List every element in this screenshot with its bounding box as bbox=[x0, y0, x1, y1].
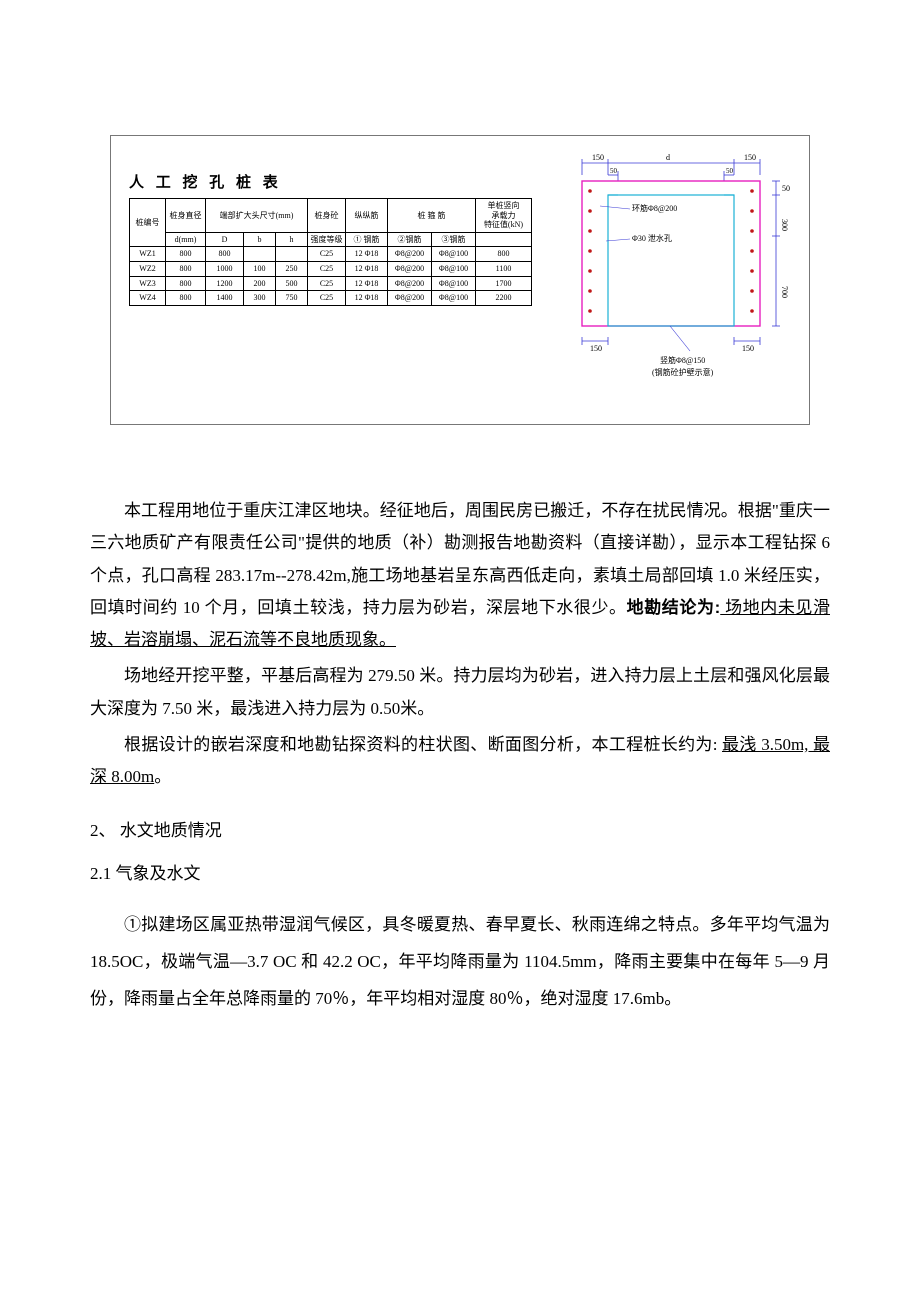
dim-label: 50 bbox=[610, 167, 618, 175]
dim-label: d bbox=[666, 153, 670, 162]
dim-label: 150 bbox=[744, 153, 756, 162]
dim-label: 150 bbox=[590, 344, 602, 353]
th-rebar: 纵纵筋 bbox=[346, 199, 388, 233]
th-h: h bbox=[276, 232, 308, 247]
th-b: b bbox=[244, 232, 276, 247]
paragraph-4: ①拟建场区属亚热带湿润气候区，具冬暖夏热、春早夏长、秋雨连绵之特点。多年平均气温… bbox=[90, 906, 830, 1018]
th-conc: 桩身砼 bbox=[308, 199, 346, 233]
pile-figure: 人 工 挖 孔 桩 表 桩编号 桩身直径 端部扩大头尺寸(mm) 桩身砼 纵纵筋 bbox=[110, 135, 810, 425]
th-enl: 端部扩大头尺寸(mm) bbox=[206, 199, 308, 233]
diagram-column: 150 d 150 50 50 bbox=[560, 171, 797, 414]
th-d-unit: d(mm) bbox=[166, 232, 206, 247]
th-d: 桩身直径 bbox=[166, 199, 206, 233]
th-rebar-sub: ① 钢筋 bbox=[346, 232, 388, 247]
dim-label: 300 bbox=[780, 219, 789, 231]
pile-table: 桩编号 桩身直径 端部扩大头尺寸(mm) 桩身砼 纵纵筋 桩 箍 筋 单桩竖向 … bbox=[129, 198, 532, 306]
dim-label: 700 bbox=[780, 286, 789, 298]
th-cap: 单桩竖向 承载力 特征值(kN) bbox=[476, 199, 532, 233]
table-row: WZ38001200200500C2512 Φ18Φ8@200Φ8@100170… bbox=[130, 276, 532, 291]
body-text: 本工程用地位于重庆江津区地块。经征地后，周围民房已搬迁，不存在扰民情况。根据"重… bbox=[90, 495, 830, 1018]
th-no: 桩编号 bbox=[130, 199, 166, 247]
table-row: WZ48001400300750C2512 Φ18Φ8@200Φ8@100220… bbox=[130, 291, 532, 306]
table-row: WZ1800800C2512 Φ18Φ8@200Φ8@100800 bbox=[130, 247, 532, 262]
note-label: (钢筋砼护壁示意) bbox=[652, 367, 714, 377]
vert-label: 竖筋Φ8@150 bbox=[660, 355, 705, 365]
table-body: WZ1800800C2512 Φ18Φ8@200Φ8@100800 WZ2800… bbox=[130, 247, 532, 305]
th-cap-blank bbox=[476, 232, 532, 247]
hole-label: Φ30 泄水孔 bbox=[632, 233, 672, 243]
page: 人 工 挖 孔 桩 表 桩编号 桩身直径 端部扩大头尺寸(mm) 桩身砼 纵纵筋 bbox=[0, 0, 920, 1302]
dim-label: 50 bbox=[726, 167, 734, 175]
section-2-1: 2.1 气象及水文 bbox=[90, 859, 830, 884]
paragraph-2: 场地经开挖平整，平基后高程为 279.50 米。持力层均为砂岩，进入持力层上土层… bbox=[90, 660, 830, 725]
table-row: WZ28001000100250C2512 Φ18Φ8@200Φ8@100110… bbox=[130, 261, 532, 276]
table-column: 人 工 挖 孔 桩 表 桩编号 桩身直径 端部扩大头尺寸(mm) 桩身砼 纵纵筋 bbox=[129, 171, 532, 414]
dim-label: 150 bbox=[742, 344, 754, 353]
dim-label: 50 bbox=[782, 184, 790, 193]
th-s3: ③钢筋 bbox=[432, 232, 476, 247]
ring-label: 环筋Φ8@200 bbox=[632, 203, 677, 213]
dim-label: 150 bbox=[592, 153, 604, 162]
th-stirrup: 桩 箍 筋 bbox=[388, 199, 476, 233]
section-2: 2、 水文地质情况 bbox=[90, 816, 830, 841]
th-s2: ②钢筋 bbox=[388, 232, 432, 247]
th-D: D bbox=[206, 232, 244, 247]
th-conc-sub: 强度等级 bbox=[308, 232, 346, 247]
paragraph-1: 本工程用地位于重庆江津区地块。经征地后，周围民房已搬迁，不存在扰民情况。根据"重… bbox=[90, 495, 830, 656]
paragraph-3: 根据设计的嵌岩深度和地勘钻探资料的柱状图、断面图分析，本工程桩长约为: 最浅 3… bbox=[90, 729, 830, 794]
table-title: 人 工 挖 孔 桩 表 bbox=[129, 171, 532, 192]
section-diagram: 150 d 150 50 50 bbox=[560, 151, 800, 396]
